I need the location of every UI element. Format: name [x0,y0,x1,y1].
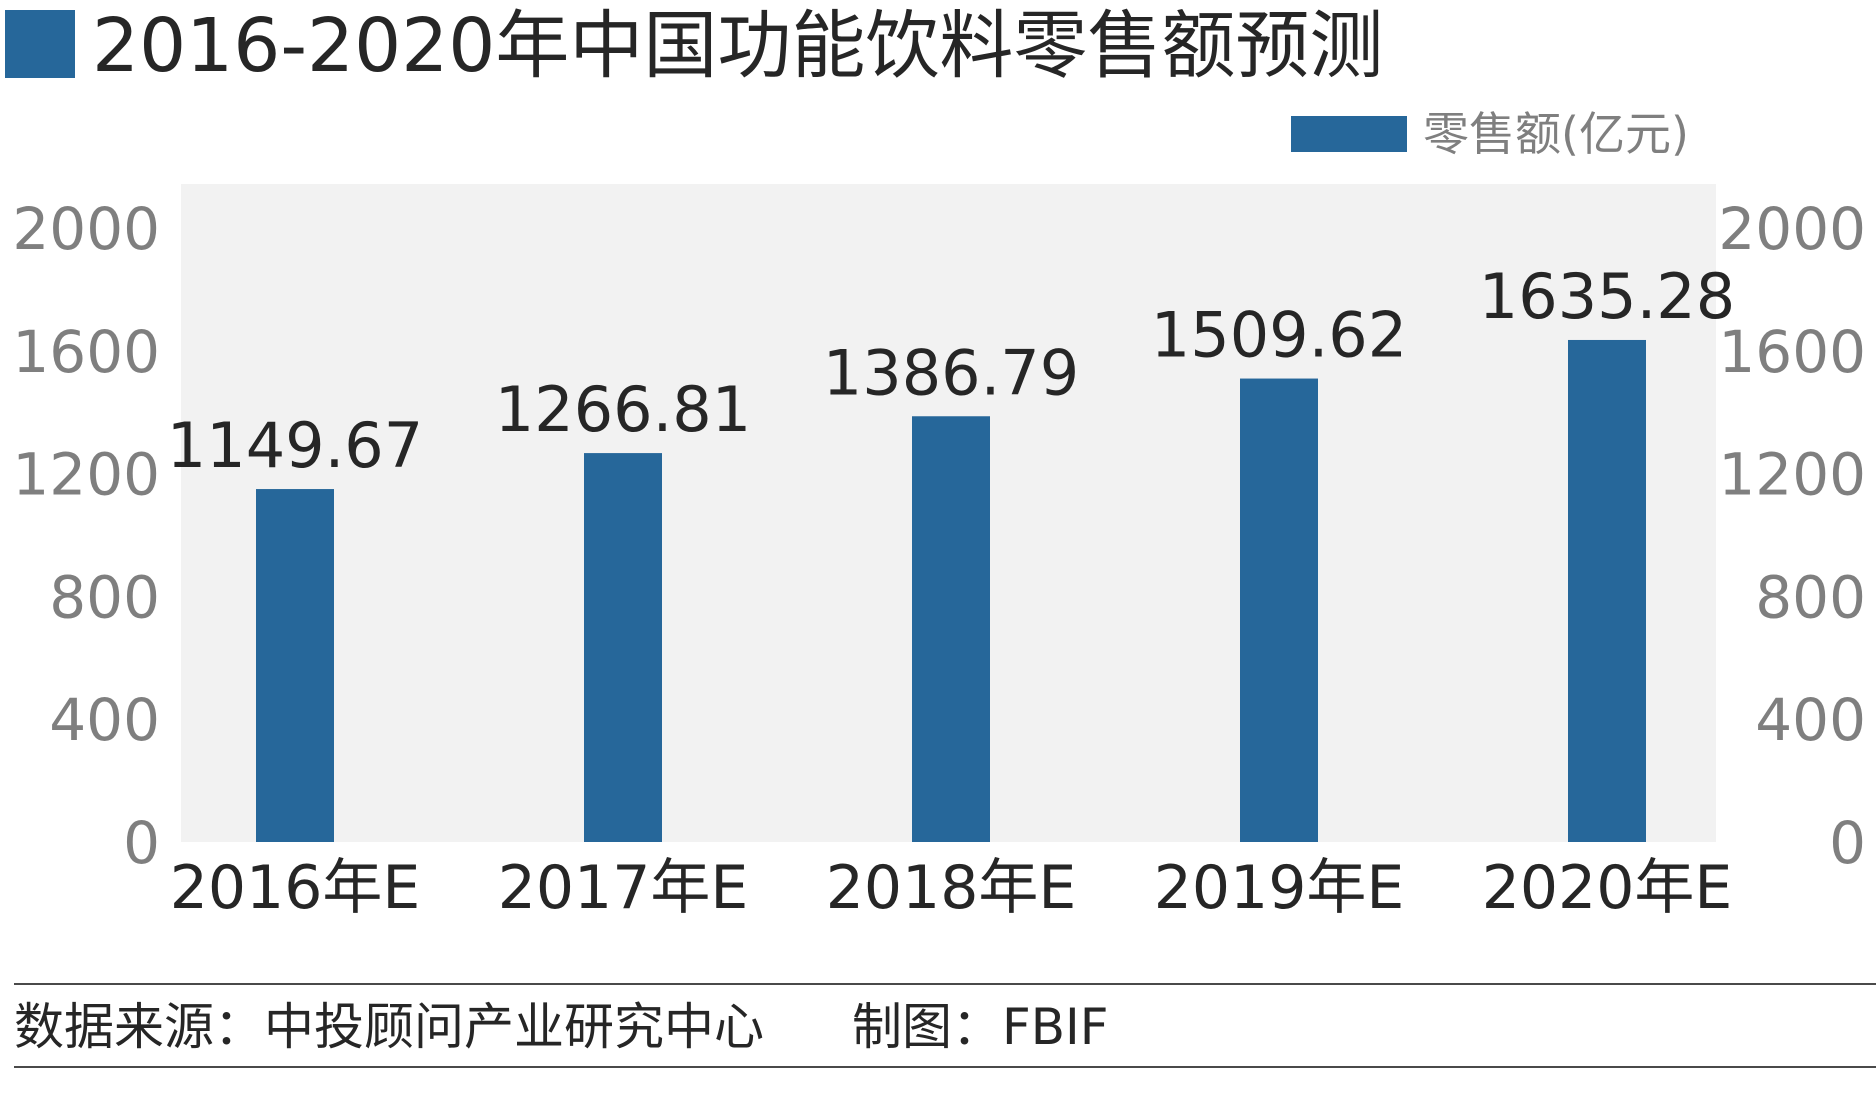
y-tick-label-right: 2000 [1718,195,1866,263]
footer-credit: 制图：FBIF [852,998,1109,1056]
page-title: 2016-2020年中国功能饮料零售额预测 [92,3,1384,89]
x-tick-label: 2020年E [1482,853,1733,923]
legend-swatch [1291,116,1407,152]
y-tick-label-right: 800 [1755,563,1866,631]
y-axis-left: 0 400 800 1200 1600 2000 [12,195,160,877]
data-label: 1386.79 [823,336,1079,409]
data-label: 1149.67 [167,409,423,482]
data-label: 1266.81 [495,373,751,446]
y-tick-label-left: 1600 [12,318,160,386]
y-tick-label-right: 400 [1755,686,1866,754]
footer-source: 数据来源：中投顾问产业研究中心 [14,998,764,1056]
y-tick-label-left: 0 [123,809,160,877]
bar-series [256,339,1646,842]
y-tick-label-left: 1200 [12,441,160,509]
data-label: 1635.28 [1479,260,1735,333]
x-tick-label: 2016年E [170,853,421,923]
y-axis-right: 0 400 800 1200 1600 2000 [1718,195,1866,877]
footer-divider-bottom [14,1066,1876,1068]
data-labels: 1149.67 1266.81 1386.79 1509.62 1635.28 [167,260,1735,482]
bar [256,489,334,842]
y-tick-label-left: 800 [49,563,160,631]
x-axis: 2016年E 2017年E 2018年E 2019年E 2020年E [170,853,1733,923]
x-tick-label: 2019年E [1154,853,1405,923]
bar [912,416,990,842]
legend: 零售额(亿元) [1291,107,1689,161]
data-label: 1509.62 [1151,299,1407,372]
y-tick-label-left: 2000 [12,195,160,263]
legend-label: 零售额(亿元) [1423,107,1689,161]
x-tick-label: 2018年E [826,853,1077,923]
footer-divider-top [14,983,1876,985]
y-tick-label-right: 1200 [1718,441,1866,509]
y-tick-label-right: 0 [1829,809,1866,877]
bar [584,453,662,842]
bar [1240,378,1318,842]
bar [1568,339,1646,842]
y-tick-label-right: 1600 [1718,318,1866,386]
x-tick-label: 2017年E [498,853,749,923]
title-marker [5,10,75,78]
title-block: 2016-2020年中国功能饮料零售额预测 [0,0,1876,90]
y-tick-label-left: 400 [49,686,160,754]
